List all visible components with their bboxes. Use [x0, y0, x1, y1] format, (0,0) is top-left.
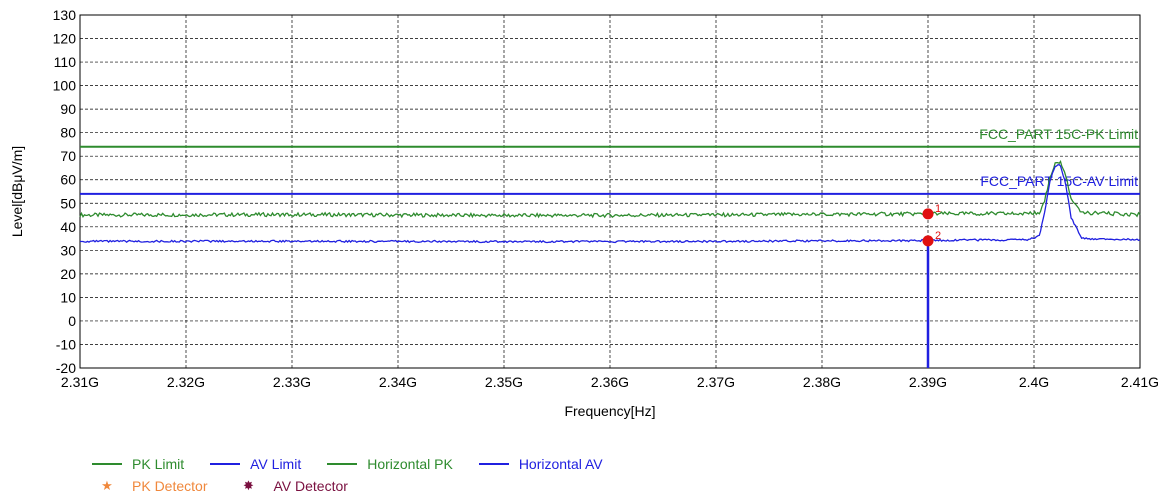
marker-point	[922, 235, 934, 247]
series-trace	[79, 160, 1141, 219]
series-trace	[79, 164, 1141, 244]
legend-item-horizontal-pk: Horizontal PK	[327, 456, 453, 472]
x-tick-label: 2.36G	[591, 374, 629, 390]
y-tick-label: -20	[56, 360, 76, 376]
legend-row-detectors: ★ PK Detector ✸ AV Detector	[92, 475, 629, 497]
y-tick-label: 10	[60, 289, 76, 305]
y-tick-label: 40	[60, 219, 76, 235]
y-tick-label: 110	[54, 54, 77, 70]
limit-lines: FCC_PART 15C-PK Limit FCC_PART 15C-AV Lim…	[80, 126, 1140, 195]
x-tick-label: 2.39G	[909, 374, 947, 390]
y-tick-label: 130	[53, 7, 77, 23]
y-tick-label: 0	[68, 313, 76, 329]
horizontal-pk-swatch	[327, 463, 358, 465]
markers: 12	[922, 203, 941, 247]
marker-label: 2	[935, 230, 941, 242]
legend: PK Limit AV Limit Horizontal PK Horizont…	[92, 453, 629, 497]
av-limit-swatch	[210, 463, 241, 465]
legend-item-pk-detector: ★ PK Detector	[92, 478, 207, 494]
legend-label: AV Detector	[273, 478, 348, 494]
series-lines	[79, 160, 1141, 368]
asterisk-icon: ✸	[243, 478, 254, 493]
limit-label: FCC_PART 15C-AV Limit	[980, 173, 1138, 189]
pk-limit-swatch	[92, 463, 122, 465]
y-tick-label: 120	[53, 31, 77, 47]
legend-item-av-detector: ✸ AV Detector	[233, 478, 348, 494]
x-tick-label: 2.4G	[1019, 374, 1049, 390]
y-tick-label: 80	[60, 125, 76, 141]
x-axis-ticks: 2.31G 2.32G 2.33G 2.34G 2.35G 2.36G 2.37G 2.38G…	[61, 374, 1159, 390]
x-tick-label: 2.35G	[485, 374, 523, 390]
y-tick-label: 60	[60, 172, 76, 188]
y-tick-label: 20	[60, 266, 76, 282]
x-tick-label: 2.41G	[1121, 374, 1159, 390]
x-tick-label: 2.31G	[61, 374, 99, 390]
legend-item-horizontal-av: Horizontal AV	[478, 456, 603, 472]
y-axis-ticks: -20 -10 0 10 20 30 40 50 60 70 80 90 100 110 120 130	[53, 7, 77, 376]
y-tick-label: 70	[60, 148, 76, 164]
y-tick-label: 90	[60, 101, 76, 117]
legend-item-av-limit: AV Limit	[210, 456, 301, 472]
legend-label: Horizontal AV	[518, 456, 603, 472]
x-tick-label: 2.33G	[273, 374, 311, 390]
marker-label: 1	[935, 203, 941, 215]
marker-point	[922, 208, 934, 220]
x-tick-label: 2.38G	[803, 374, 841, 390]
legend-row-lines: PK Limit AV Limit Horizontal PK Horizont…	[92, 453, 629, 475]
legend-label: PK Limit	[132, 456, 185, 472]
x-axis-title: Frequency[Hz]	[564, 403, 655, 419]
legend-label: AV Limit	[250, 456, 302, 472]
emission-chart: -20 -10 0 10 20 30 40 50 60 70 80 90 100 110 120 130 2.…	[9, 7, 1159, 419]
x-tick-label: 2.37G	[697, 374, 735, 390]
star-icon: ★	[101, 478, 113, 493]
y-tick-label: 50	[60, 195, 76, 211]
x-tick-label: 2.32G	[167, 374, 205, 390]
y-tick-label: 30	[60, 242, 76, 258]
horizontal-av-swatch	[478, 463, 509, 465]
legend-label: PK Detector	[132, 478, 208, 494]
y-axis-title: Level[dBμV/m]	[9, 146, 25, 237]
grid-lines	[80, 15, 1140, 368]
legend-item-pk-limit: PK Limit	[92, 456, 184, 472]
x-tick-label: 2.34G	[379, 374, 417, 390]
y-tick-label: -10	[56, 336, 76, 352]
legend-label: Horizontal PK	[367, 456, 453, 472]
y-tick-label: 100	[53, 78, 77, 94]
limit-label: FCC_PART 15C-PK Limit	[979, 126, 1138, 142]
